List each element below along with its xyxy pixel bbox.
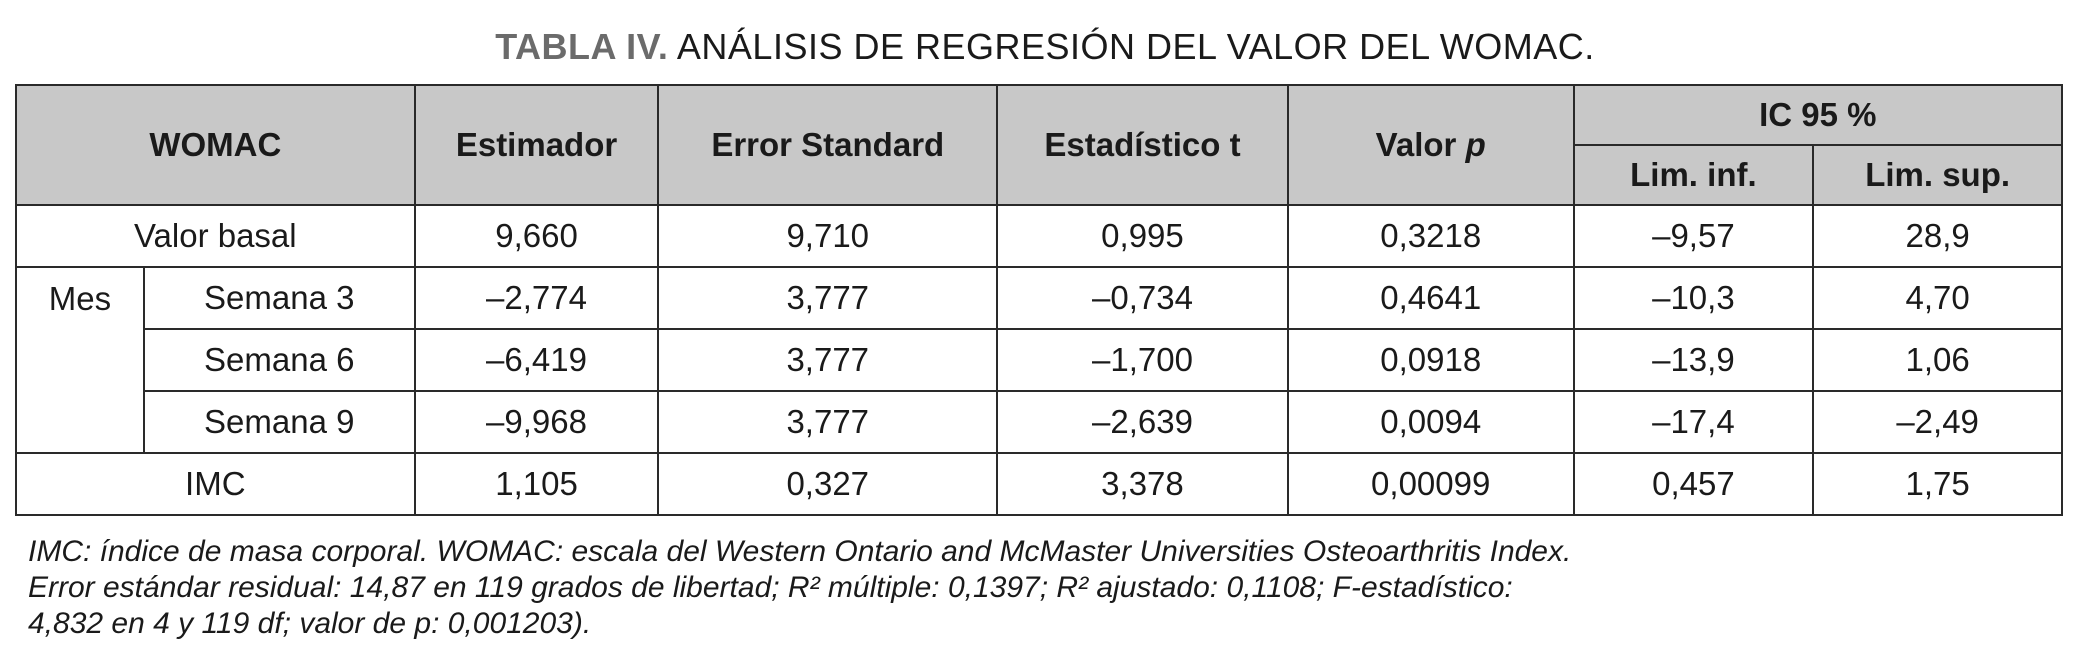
group-label-mes: Mes	[15, 266, 145, 454]
cell: 3,777	[657, 266, 999, 330]
row-label: Semana 9	[142, 390, 416, 454]
row-label: IMC	[15, 452, 416, 516]
footnote-line: IMC: índice de masa corporal. WOMAC: esc…	[28, 535, 1572, 568]
footnote-line: Error estándar residual: 14,87 en 119 gr…	[28, 571, 1513, 604]
table-footnotes: IMC: índice de masa corporal. WOMAC: esc…	[28, 534, 1571, 642]
cell: 0,995	[996, 204, 1289, 268]
header-estadistico-t: Estadístico t	[996, 84, 1289, 206]
cell: –6,419	[413, 328, 660, 392]
table-row: IMC 1,105 0,327 3,378 0,00099 0,457 1,75	[15, 452, 2063, 516]
cell: 3,378	[996, 452, 1289, 516]
cell: –10,3	[1572, 266, 1815, 330]
cell: 9,710	[657, 204, 999, 268]
row-label: Valor basal	[15, 204, 416, 268]
header-p-italic: p	[1465, 126, 1486, 163]
cell: 0,00099	[1286, 452, 1575, 516]
row-label: Semana 6	[142, 328, 416, 392]
header-valor-label: Valor	[1375, 126, 1466, 163]
cell: 0,4641	[1286, 266, 1575, 330]
cell: –17,4	[1572, 390, 1815, 454]
header-lim-sup: Lim. sup.	[1812, 144, 2063, 206]
cell: 3,777	[657, 390, 999, 454]
cell: 1,75	[1812, 452, 2063, 516]
cell: –2,639	[996, 390, 1289, 454]
cell: 0,327	[657, 452, 999, 516]
row-label: Semana 3	[142, 266, 416, 330]
header-error-standard: Error Standard	[657, 84, 999, 206]
cell: 0,3218	[1286, 204, 1575, 268]
cell: 0,0094	[1286, 390, 1575, 454]
cell: 28,9	[1812, 204, 2063, 268]
cell: –2,774	[413, 266, 660, 330]
header-womac: WOMAC	[15, 84, 416, 206]
cell: 0,457	[1572, 452, 1815, 516]
cell: 1,06	[1812, 328, 2063, 392]
cell: 3,777	[657, 328, 999, 392]
cell: –1,700	[996, 328, 1289, 392]
header-ic95: IC 95 %	[1572, 84, 2064, 146]
table-row: Mes Semana 3 –2,774 3,777 –0,734 0,4641 …	[15, 266, 2063, 454]
cell: 9,660	[413, 204, 660, 268]
table-caption: ANÁLISIS DE REGRESIÓN DEL VALOR DEL WOMA…	[676, 26, 1595, 67]
header-estimador: Estimador	[413, 84, 660, 206]
table-row: Valor basal 9,660 9,710 0,995 0,3218 –9,…	[15, 204, 2063, 268]
cell: 1,105	[413, 452, 660, 516]
cell: –9,968	[413, 390, 660, 454]
cell: –9,57	[1572, 204, 1815, 268]
table-row: Semana 6 –6,419 3,777 –1,700 0,0918 –13,…	[16, 328, 2063, 392]
cell: –13,9	[1572, 328, 1815, 392]
header-lim-inf: Lim. inf.	[1572, 144, 1815, 206]
cell: 0,0918	[1286, 328, 1575, 392]
cell: 4,70	[1812, 266, 2063, 330]
regression-table: WOMAC Estimador Error Standard Estadísti…	[15, 84, 2064, 516]
cell: –0,734	[996, 266, 1289, 330]
header-valor-p: Valor p	[1286, 84, 1575, 206]
cell: –2,49	[1812, 390, 2063, 454]
table-title: TABLA IV. ANÁLISIS DE REGRESIÓN DEL VALO…	[0, 26, 2090, 68]
table-row: Semana 9 –9,968 3,777 –2,639 0,0094 –17,…	[16, 390, 2063, 454]
table-number: TABLA IV.	[495, 26, 669, 67]
footnote-line: 4,832 en 4 y 119 df; valor de p: 0,00120…	[28, 607, 592, 640]
